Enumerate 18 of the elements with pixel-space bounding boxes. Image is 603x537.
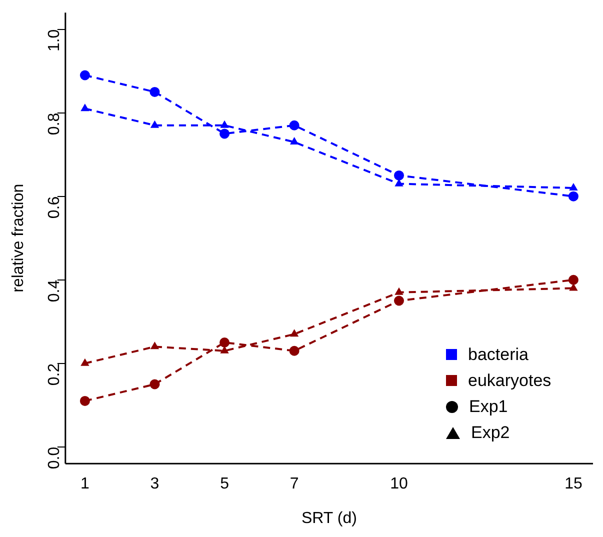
y-tick-label: 0.8 <box>46 112 63 136</box>
annotation: Exp2 <box>471 422 510 443</box>
x-tick-label: 3 <box>150 476 160 493</box>
x-tick-label: 7 <box>290 476 299 493</box>
y-tick-label: 0.6 <box>46 196 63 219</box>
annotation: Exp1 <box>469 396 508 417</box>
x-tick-label: 15 <box>564 476 582 493</box>
y-tick-label: 0.2 <box>46 363 63 386</box>
x-tick-label: 1 <box>80 476 90 493</box>
y-tick-label: 1.0 <box>46 29 63 52</box>
x-tick-label: 10 <box>390 476 408 493</box>
legend-label: eukaryotes <box>468 370 552 391</box>
y-tick-label: 0.4 <box>46 280 63 302</box>
x-axis-title: SRT (d) <box>301 510 357 527</box>
x-tick-label: 5 <box>220 476 230 493</box>
y-tick-label: 0.0 <box>46 446 63 470</box>
legend-label: bacteria <box>468 344 528 365</box>
y-axis-title: relative fraction <box>10 184 28 292</box>
